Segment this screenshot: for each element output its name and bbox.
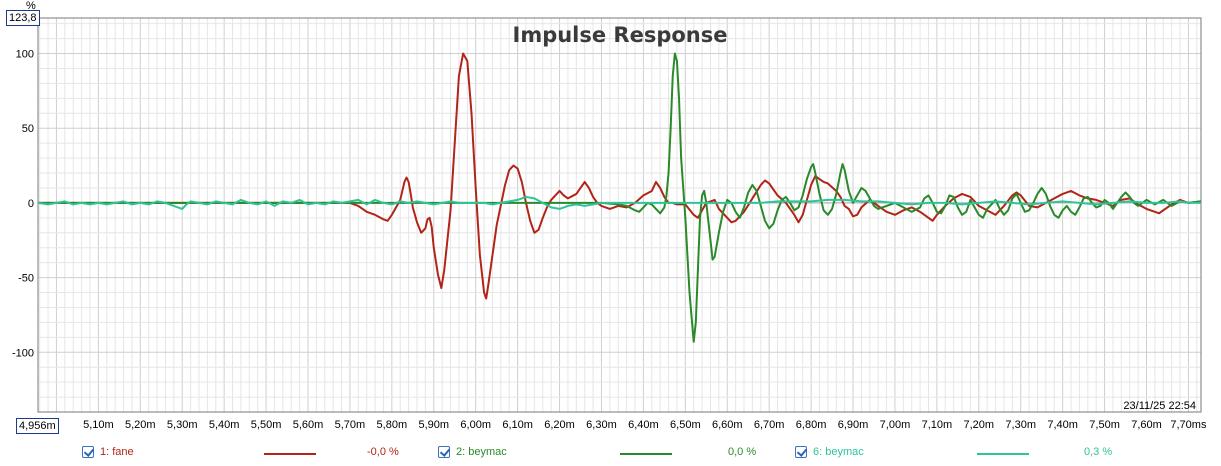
- y-tick-label: -100: [12, 347, 34, 359]
- y-tick-label: 0: [28, 198, 34, 210]
- x-tick-label: 5,20m: [125, 419, 156, 431]
- x-tick-label: 6,30m: [586, 419, 617, 431]
- x-tick-label: 7,00m: [880, 419, 911, 431]
- legend-label: 6: beymac: [813, 446, 864, 458]
- x-tick-label: 5,40m: [209, 419, 240, 431]
- plot-border: [37, 17, 1202, 413]
- legend-value: 0,0 %: [728, 446, 757, 458]
- x-tick-label: 6,60m: [712, 419, 743, 431]
- checkbox-icon[interactable]: [438, 446, 450, 458]
- x-tick-label: 7,50m: [1089, 419, 1120, 431]
- grid: [38, 18, 1201, 413]
- checkbox-icon[interactable]: [82, 446, 94, 458]
- x-tick-label: 6,20m: [544, 419, 575, 431]
- x-tick-label: 6,70m: [754, 419, 785, 431]
- legend-item-beymac-6[interactable]: 6: beymac: [795, 446, 864, 458]
- legend-swatch-fane: [264, 453, 316, 455]
- chart-title: Impulse Response: [513, 23, 728, 47]
- x-tick-label: 6,40m: [628, 419, 659, 431]
- x-tick-label: 5,10m: [83, 419, 114, 431]
- legend-item-beymac-2[interactable]: 2: beymac: [438, 446, 507, 458]
- x-tick-label: 7,10m: [922, 419, 953, 431]
- y-tick-label: 100: [16, 49, 34, 61]
- x-tick-label: 5,90m: [418, 419, 449, 431]
- legend-value: 0,3 %: [1084, 446, 1113, 458]
- y-max-input[interactable]: 123,8: [6, 10, 40, 26]
- x-tick-label: 6,90m: [838, 419, 869, 431]
- x-tick-label: 7,20m: [964, 419, 995, 431]
- series: [37, 52, 1202, 343]
- legend-swatch-beymac-6: [977, 453, 1029, 455]
- legend-swatch-beymac-2: [620, 453, 672, 455]
- x-tick-labels: 5,10m 5,20m 5,30m 5,40m 5,50m 5,60m 5,70m 5,80m…: [83, 419, 1207, 431]
- x-tick-label: 5,80m: [377, 419, 408, 431]
- legend-label: 1: fane: [100, 446, 134, 458]
- x-tick-label: 5,60m: [293, 419, 324, 431]
- y-tick-label: -50: [18, 273, 34, 285]
- x-tick-label: 7,70ms: [1170, 419, 1207, 431]
- legend: 1: fane -0,0 % 2: beymac 0,0 % 6: beymac…: [0, 440, 1221, 466]
- x-tick-label: 6,10m: [502, 419, 533, 431]
- y-tick-label: 50: [22, 123, 34, 135]
- y-axis-unit: %: [26, 0, 36, 12]
- series-line-2: [38, 52, 1202, 343]
- x-tick-label: 5,70m: [335, 419, 366, 431]
- y-tick-labels: 100 50 0 -50 -100: [12, 49, 34, 360]
- timestamp: 23/11/25 22:54: [1123, 400, 1196, 412]
- x-tick-label: 6,80m: [796, 419, 827, 431]
- legend-label: 2: beymac: [456, 446, 507, 458]
- series-line-1: [38, 52, 1202, 300]
- checkbox-icon[interactable]: [795, 446, 807, 458]
- x-tick-label: 7,40m: [1047, 419, 1078, 431]
- x-tick-label: 6,00m: [460, 419, 491, 431]
- x-min-input[interactable]: 4,956m: [16, 418, 59, 434]
- legend-item-fane[interactable]: 1: fane: [82, 446, 134, 458]
- x-tick-label: 5,50m: [251, 419, 282, 431]
- x-tick-label: 7,60m: [1131, 419, 1162, 431]
- legend-value: -0,0 %: [367, 446, 399, 458]
- x-tick-label: 6,50m: [670, 419, 701, 431]
- x-tick-label: 7,30m: [1005, 419, 1036, 431]
- x-tick-label: 5,30m: [167, 419, 198, 431]
- series-line-3: [37, 195, 1201, 210]
